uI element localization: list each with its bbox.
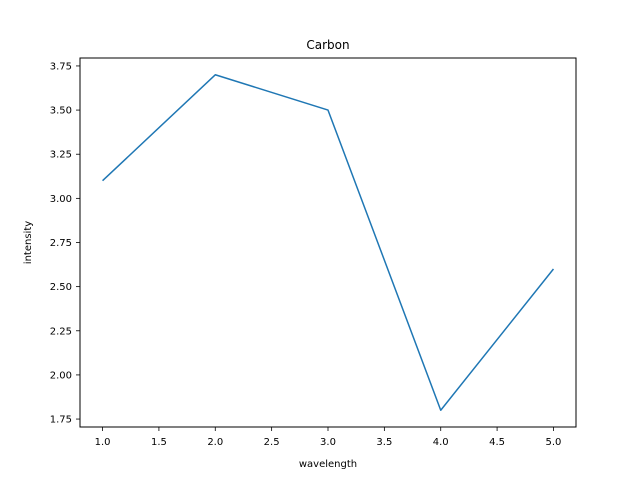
x-tick-label: 3.0 [320, 437, 336, 448]
chart-title: Carbon [306, 38, 349, 52]
x-tick-label: 1.0 [95, 437, 111, 448]
x-tick-label: 3.5 [376, 437, 392, 448]
y-tick-label: 3.25 [50, 150, 72, 161]
y-tick-label: 2.50 [50, 282, 72, 293]
x-tick-label: 2.5 [264, 437, 280, 448]
x-axis-label: wavelength [299, 459, 357, 470]
y-tick-label: 3.50 [50, 106, 72, 117]
y-tick-label: 1.75 [50, 415, 72, 426]
x-tick-label: 5.0 [546, 437, 562, 448]
y-tick-label: 3.00 [50, 194, 72, 205]
x-tick-label: 2.0 [207, 437, 223, 448]
y-axis-label: intensity [23, 221, 34, 264]
y-tick-label: 2.00 [50, 370, 72, 381]
series-layer [102, 74, 555, 411]
y-tick-label: 2.25 [50, 326, 72, 337]
plot-frame [79, 57, 577, 428]
y-tick-label: 3.75 [50, 61, 72, 72]
y-tick-label: 2.75 [50, 238, 72, 249]
y-axis-ticks: 1.75 2.00 2.25 2.50 2.75 3.00 3.25 3.50 3.75 [50, 61, 80, 426]
x-axis-ticks: 1.0 1.5 2.0 2.5 3.0 3.5 4.0 4.5 5.0 [95, 427, 562, 448]
x-tick-label: 4.5 [489, 437, 505, 448]
x-tick-label: 4.0 [433, 437, 449, 448]
x-tick-label: 1.5 [151, 437, 167, 448]
